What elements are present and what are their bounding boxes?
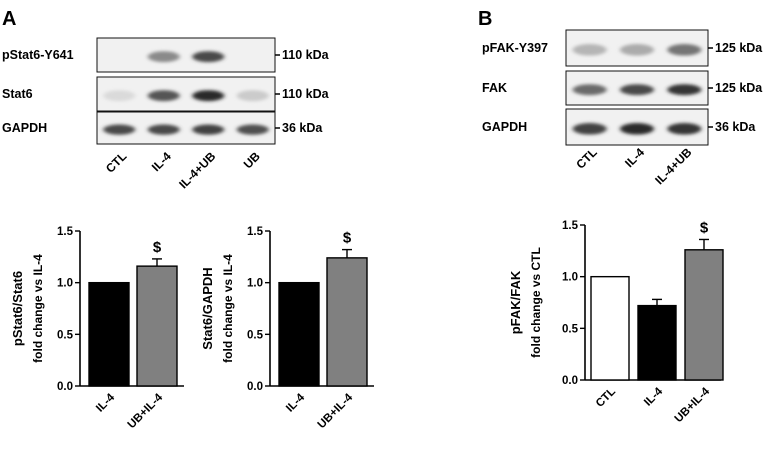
y-tick-label: 0.0 xyxy=(247,381,263,393)
y-tick-label: 0.5 xyxy=(562,323,579,335)
blot-band xyxy=(572,123,607,135)
bar xyxy=(136,265,178,387)
kda-label: 110 kDa xyxy=(282,87,330,101)
y-axis-label: pStat6/Stat6 xyxy=(10,271,25,346)
category-label: IL-4 xyxy=(642,385,665,408)
blot-frame xyxy=(96,37,276,73)
bar xyxy=(278,281,320,387)
lane-label: IL-4+UB xyxy=(176,149,218,191)
blot-band xyxy=(147,124,180,135)
blot-label: pStat6-Y641 xyxy=(2,48,74,62)
y-axis-sublabel: fold change vs IL-4 xyxy=(31,254,45,363)
kda-label: 36 kDa xyxy=(715,120,756,134)
y-tick-label: 1.0 xyxy=(562,272,578,284)
kda-label: 125 kDa xyxy=(715,81,763,95)
chart-pfak-fak: 0.0 0.5 1.0 1.5 CTL IL-4 $ UB+IL-4 pFAK/FAK fold … xyxy=(508,219,724,425)
blot-band xyxy=(572,84,607,96)
bar xyxy=(88,281,130,387)
lane-label: IL-4 xyxy=(149,149,174,174)
y-axis-sublabel: fold change vs CTL xyxy=(529,247,543,358)
y-tick-label: 0.0 xyxy=(562,375,578,387)
blot-band xyxy=(619,123,655,135)
blot-label: GAPDH xyxy=(2,121,47,135)
y-tick-label: 1.0 xyxy=(247,278,263,290)
panel-b-letter: B xyxy=(478,8,492,30)
lane-label: CTL xyxy=(573,145,599,171)
blot-band xyxy=(236,124,269,135)
blot-band xyxy=(619,44,655,56)
blot-label: Stat6 xyxy=(2,87,33,101)
significance-marker: $ xyxy=(153,239,162,256)
blot-band xyxy=(192,90,225,102)
bar xyxy=(326,257,368,387)
blot-band xyxy=(619,84,655,96)
y-tick-label: 0.5 xyxy=(57,329,74,341)
blot-band xyxy=(147,90,180,102)
lane-label: UB xyxy=(241,149,263,171)
significance-marker: $ xyxy=(343,230,352,247)
blot-label: GAPDH xyxy=(482,120,527,134)
blot-band xyxy=(667,123,702,135)
lane-label: IL-4+UB xyxy=(652,145,694,187)
kda-label: 110 kDa xyxy=(282,48,330,62)
lane-label: CTL xyxy=(103,149,129,175)
blot-band xyxy=(147,51,180,63)
blot-band xyxy=(667,44,702,56)
y-axis-sublabel: fold change vs IL-4 xyxy=(221,254,235,363)
blot-band xyxy=(192,124,225,135)
blot-band xyxy=(103,124,136,135)
category-label: IL-4 xyxy=(284,391,307,414)
kda-label: 36 kDa xyxy=(282,121,323,135)
category-label: UB+IL-4 xyxy=(126,391,166,431)
bar xyxy=(684,249,724,381)
y-axis-label: pFAK/FAK xyxy=(508,270,523,334)
category-label: CTL xyxy=(594,386,618,410)
blot-band xyxy=(667,84,702,96)
bar xyxy=(590,275,630,381)
blot-band xyxy=(236,90,269,102)
blot-band xyxy=(103,90,136,102)
blot-label: pFAK-Y397 xyxy=(482,41,548,55)
significance-marker: $ xyxy=(700,219,709,236)
chart-stat6-gapdh: 0.0 0.5 1.0 1.5 IL-4 $ UB+IL-4 Stat6/GAPDH fold … xyxy=(200,226,374,431)
panel-a-western-blots: pStat6-Y641 110 kDa Stat6 110 kDa GAPDH 36 kD… xyxy=(2,37,330,191)
y-tick-label: 1.0 xyxy=(57,278,73,290)
blot-band xyxy=(192,51,225,63)
y-tick-label: 0.0 xyxy=(57,381,73,393)
y-tick-label: 1.5 xyxy=(57,226,74,238)
lane-label: IL-4 xyxy=(622,145,647,170)
y-axis-label: Stat6/GAPDH xyxy=(200,267,215,349)
blot-band xyxy=(572,44,607,56)
panel-b-western-blots: pFAK-Y397 125 kDa FAK 125 kDa GAPDH 36 kDa CTL… xyxy=(482,29,763,187)
y-tick-label: 0.5 xyxy=(247,329,264,341)
panel-a-letter: A xyxy=(2,8,16,30)
kda-label: 125 kDa xyxy=(715,41,763,55)
bar xyxy=(637,304,677,381)
category-label: IL-4 xyxy=(94,391,117,414)
blot-label: FAK xyxy=(482,81,507,95)
category-label: UB+IL-4 xyxy=(316,391,356,431)
category-label: UB+IL-4 xyxy=(673,385,713,425)
y-tick-label: 1.5 xyxy=(247,226,264,238)
y-tick-label: 1.5 xyxy=(562,220,579,232)
chart-pstat6-stat6: 0.0 0.5 1.0 1.5 IL-4 $ UB+IL-4 pStat6/Stat6 fold… xyxy=(10,226,184,431)
